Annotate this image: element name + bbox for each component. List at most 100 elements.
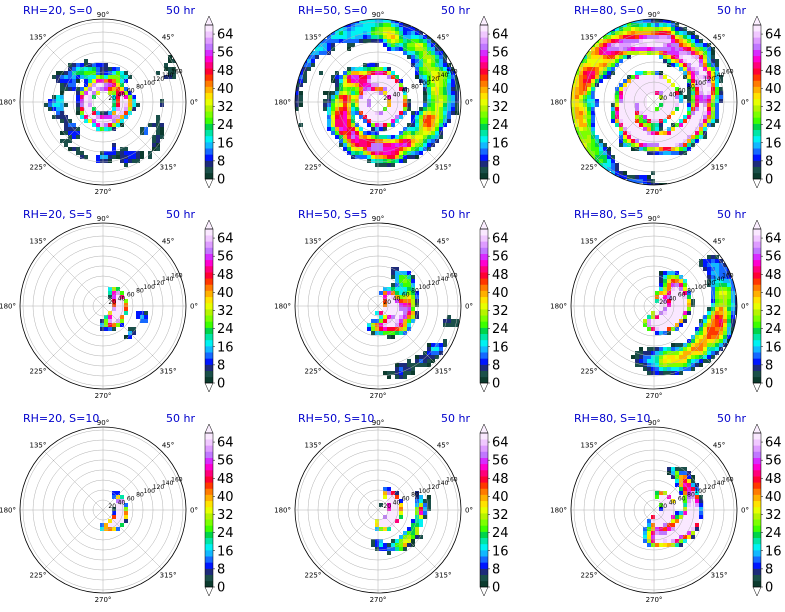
radial-tick-label: 40	[669, 91, 677, 98]
colorbar-segment	[480, 562, 488, 569]
colorbar-segment	[480, 482, 488, 489]
angle-tick-label: 315°	[711, 572, 728, 580]
colorbar-tick-label: 48	[492, 64, 509, 79]
colorbar-extend-max	[479, 15, 489, 26]
colorbar-segment	[480, 296, 488, 304]
colorbar-segment	[753, 259, 761, 267]
colorbar-segment	[753, 482, 761, 489]
angle-tick-label: 315°	[435, 572, 452, 580]
colorbar-segment	[480, 580, 488, 588]
colorbar-segment	[205, 43, 213, 50]
colorbar-segment	[205, 296, 213, 304]
angle-tick-label: 45°	[162, 441, 174, 449]
angle-tick-label: 90°	[648, 419, 660, 427]
colorbar-segment	[205, 439, 213, 446]
colorbar-segment	[753, 556, 761, 563]
colorbar-segment	[753, 135, 761, 143]
colorbar-segment	[753, 370, 761, 378]
colorbar-segment	[480, 327, 488, 335]
colorbar-segment	[753, 160, 761, 167]
colorbar-segment	[205, 123, 213, 131]
radial-tick-label: 120	[704, 484, 716, 491]
colorbar-segment	[480, 259, 488, 267]
colorbar-segment	[205, 333, 213, 341]
panel-title: RH=20, S=5	[23, 208, 92, 221]
radial-tick-label: 140	[437, 72, 449, 79]
colorbar-segment	[480, 43, 488, 50]
angle-tick-label: 135°	[581, 441, 598, 449]
colorbar-segment	[480, 172, 488, 180]
colorbar: 0 8 16 24 32 40 48 56 64	[204, 423, 234, 597]
colorbar-segment	[205, 229, 213, 236]
colorbar-segment	[205, 309, 213, 316]
colorbar-tick-label: 16	[765, 544, 782, 559]
colorbar-tick-label: 64	[492, 232, 509, 247]
colorbar-segment	[480, 61, 488, 69]
colorbar-tick-label: 40	[492, 82, 509, 97]
polar-axes-frame	[294, 222, 462, 390]
colorbar-tick-label: 0	[492, 581, 500, 596]
colorbar-segment	[480, 488, 488, 495]
angle-tick-label: 135°	[305, 33, 322, 41]
radial-tick-label: 60	[678, 496, 686, 503]
colorbar-tick-label: 24	[765, 526, 782, 541]
colorbar-tick-label: 48	[217, 268, 234, 283]
colorbar-segment	[753, 117, 761, 124]
polar-grid	[20, 427, 186, 593]
colorbar-segment	[480, 364, 488, 371]
colorbar-segment	[480, 253, 488, 261]
colorbar-segment	[753, 562, 761, 569]
angle-tick-label: 90°	[648, 11, 660, 19]
colorbar-segment	[205, 339, 213, 347]
angle-tick-label: 135°	[30, 237, 47, 245]
colorbar-segment	[753, 253, 761, 261]
polar-panel-2: 204060801001201401600°45°90°135°180°225°…	[274, 4, 508, 196]
angle-tick-label: 270°	[95, 596, 112, 604]
colorbar: 0 8 16 24 32 40 48 56 64	[204, 219, 234, 393]
colorbar-segment	[753, 333, 761, 341]
radial-tick-label: 80	[687, 288, 695, 295]
colorbar-tick-label: 32	[217, 508, 234, 523]
radial-tick-label: 120	[428, 484, 440, 491]
colorbar-extend-min	[204, 178, 214, 189]
radial-tick-label: 160	[171, 68, 183, 75]
colorbar-segment	[205, 105, 213, 112]
angle-tick-label: 315°	[435, 164, 452, 172]
angle-tick-label: 0°	[465, 99, 473, 107]
colorbar-segment	[753, 550, 761, 557]
colorbar-segment	[205, 433, 213, 440]
colorbar-tick-label: 64	[492, 436, 509, 451]
colorbar-tick-label: 64	[492, 28, 509, 43]
colorbar-segment	[480, 457, 488, 465]
angle-tick-label: 225°	[305, 368, 322, 376]
colorbar-segment	[205, 580, 213, 588]
radial-tick-label: 120	[704, 280, 716, 287]
angle-tick-label: 270°	[95, 188, 112, 196]
colorbar-extend-max	[752, 15, 762, 26]
colorbar-segment	[205, 160, 213, 167]
colorbar-segment	[205, 166, 213, 174]
colorbar-segment	[753, 235, 761, 242]
colorbar-extend-min	[204, 586, 214, 597]
polar-grid	[20, 19, 186, 185]
colorbar-segment	[205, 531, 213, 539]
radial-tick-label: 160	[446, 68, 458, 75]
panel-time-label: 50 hr	[441, 4, 470, 17]
colorbar-segment	[480, 433, 488, 440]
colorbar-tick-label: 0	[765, 581, 773, 596]
colorbar-tick-label: 32	[492, 304, 509, 319]
angle-tick-label: 225°	[30, 572, 47, 580]
radial-tick-label: 120	[153, 484, 165, 491]
colorbar-tick-label: 0	[217, 581, 225, 596]
panel-time-label: 50 hr	[166, 4, 195, 17]
angle-tick-label: 315°	[711, 368, 728, 376]
colorbar-segment	[480, 445, 488, 452]
radial-tick-label: 120	[153, 280, 165, 287]
colorbar-tick-label: 8	[217, 562, 225, 577]
panel-title: RH=20, S=0	[23, 4, 92, 17]
colorbar-extend-max	[479, 423, 489, 434]
colorbar-tick-label: 16	[492, 136, 509, 151]
